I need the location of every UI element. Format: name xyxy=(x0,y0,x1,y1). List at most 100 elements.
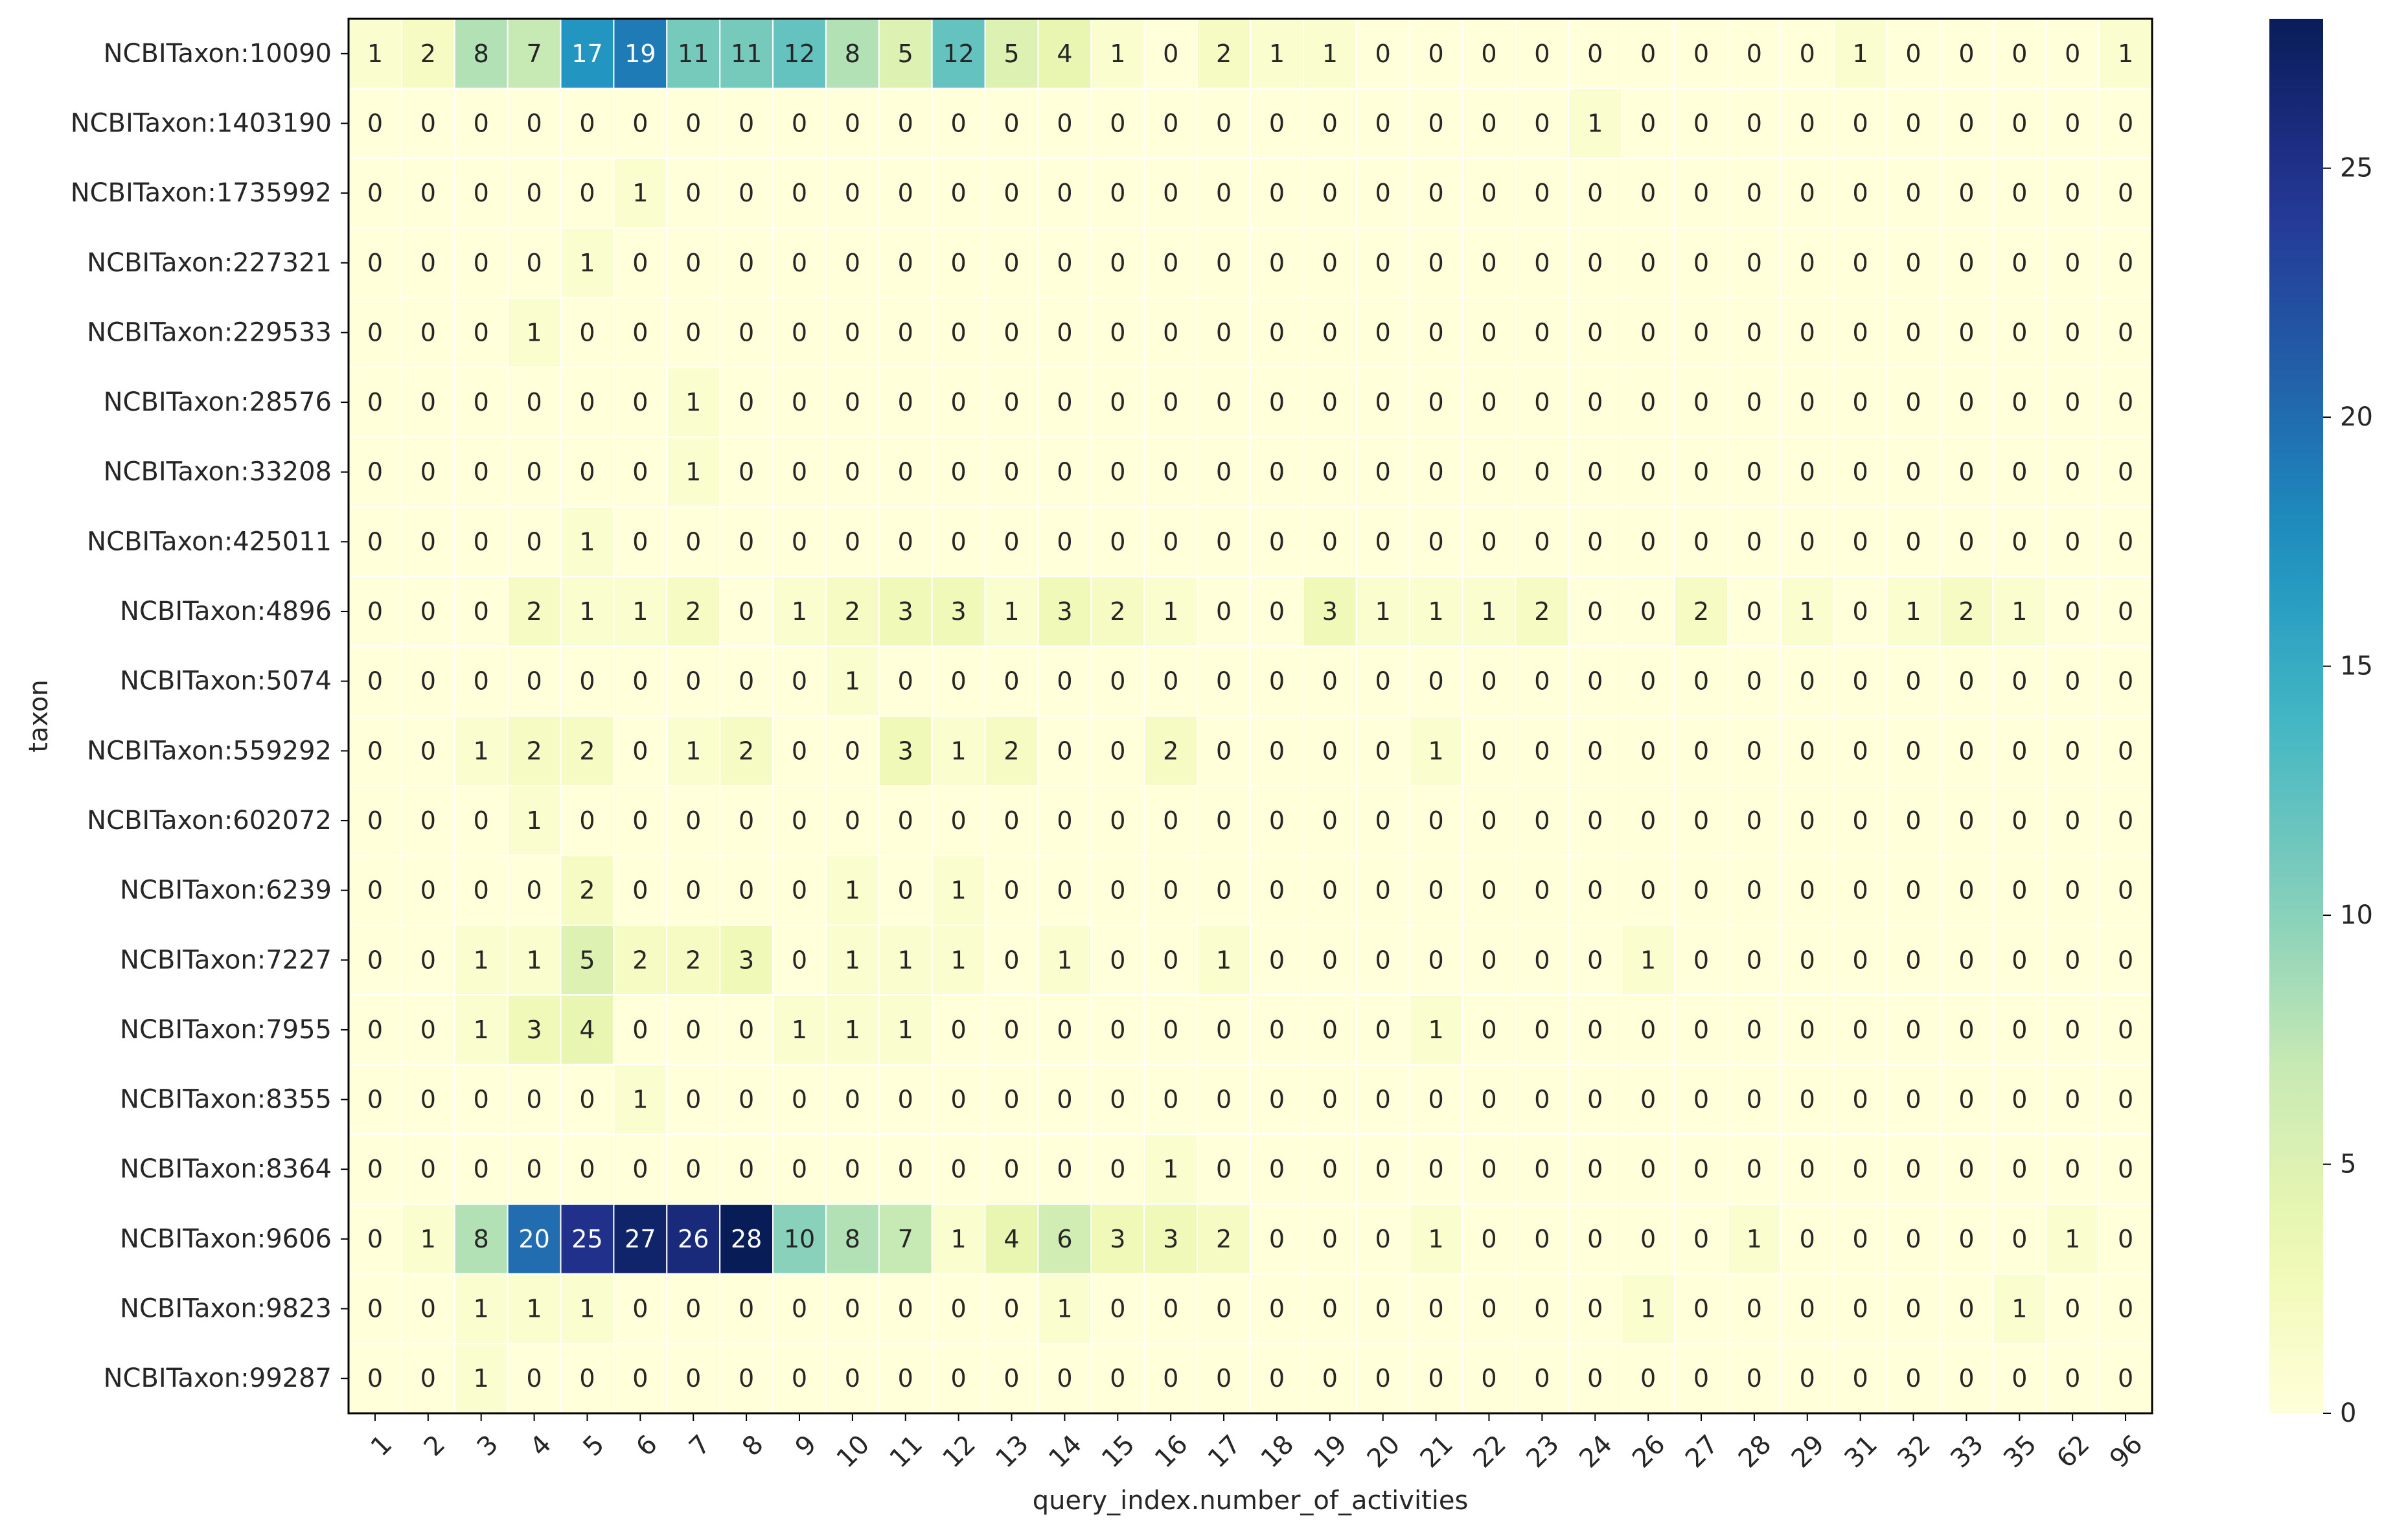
heatmap-cell xyxy=(507,1133,562,1205)
heatmap-cell xyxy=(1621,576,1676,647)
cell-value-label: 0 xyxy=(1800,946,1815,974)
cell-value-label: 2 xyxy=(739,736,754,765)
heatmap-cell xyxy=(1621,506,1676,578)
cell-value-label: 0 xyxy=(2065,1295,2080,1323)
cell-value-label: 0 xyxy=(1853,1086,1868,1114)
cell-value-label: 0 xyxy=(2012,109,2027,137)
heatmap-cell xyxy=(1621,227,1676,299)
cell-value-label: 0 xyxy=(1481,458,1496,486)
cell-value-label: 1 xyxy=(474,1295,489,1323)
cell-value-label: 0 xyxy=(367,249,383,277)
cell-value-label: 0 xyxy=(1905,109,1921,137)
cell-value-label: 0 xyxy=(1003,667,1019,696)
heatmap-cell xyxy=(1408,18,1463,89)
heatmap-cell xyxy=(931,87,986,159)
heatmap-cell xyxy=(1992,1203,2047,1275)
cell-value-label: 0 xyxy=(2118,597,2133,626)
heatmap-cell xyxy=(1302,297,1357,369)
cell-value-label: 0 xyxy=(420,1155,436,1183)
cell-value-label: 0 xyxy=(1853,1155,1868,1183)
heatmap-cell xyxy=(772,854,827,926)
heatmap-cell xyxy=(1939,506,1994,578)
y-tick-label: NCBITaxon:33208 xyxy=(104,457,332,487)
cell-value-label: 0 xyxy=(1747,1016,1762,1044)
cell-value-label: 0 xyxy=(1481,806,1496,835)
cell-value-label: 5 xyxy=(898,40,913,68)
y-tick-label: NCBITaxon:425011 xyxy=(87,527,332,556)
heatmap-cell xyxy=(1568,994,1623,1065)
cell-value-label: 0 xyxy=(1800,806,1815,835)
heatmap-cell xyxy=(984,1064,1039,1135)
heatmap-cell xyxy=(719,227,774,299)
cell-value-label: 3 xyxy=(739,946,754,974)
cell-value-label: 1 xyxy=(951,736,967,765)
heatmap-cell xyxy=(2045,1273,2100,1345)
cell-value-label: 0 xyxy=(1428,806,1443,835)
cell-value-label: 0 xyxy=(1481,179,1496,207)
cell-value-label: 0 xyxy=(1110,1016,1125,1044)
cell-value-label: 0 xyxy=(1800,876,1815,905)
heatmap-cell xyxy=(1462,87,1517,159)
cell-value-label: 19 xyxy=(625,40,656,68)
cell-value-label: 1 xyxy=(845,876,860,905)
x-tick-label: 35 xyxy=(1998,1429,2043,1474)
cell-value-label: 0 xyxy=(1853,1364,1868,1393)
cell-value-label: 0 xyxy=(526,1364,542,1393)
cell-value-label: 0 xyxy=(526,109,542,137)
cell-value-label: 0 xyxy=(1163,388,1178,416)
x-axis-label: query_index.number_of_activities xyxy=(1033,1486,1469,1516)
cell-value-label: 1 xyxy=(1375,597,1391,626)
heatmap-cell xyxy=(1726,576,1782,647)
x-tick-labels: 1 2 3 4 5 6 7 8 9 10 11 12 13 14 15 16 17 18 19 20 21 22 23 24 2… xyxy=(365,1413,2148,1474)
heatmap-cell xyxy=(931,1343,986,1415)
cell-value-label: 0 xyxy=(792,318,807,347)
cell-value-label: 2 xyxy=(685,597,701,626)
heatmap-cell xyxy=(1515,157,1570,229)
cell-value-label: 0 xyxy=(1003,318,1019,347)
cell-value-label: 0 xyxy=(1905,1295,1921,1323)
cell-value-label: 0 xyxy=(1958,1225,1974,1253)
y-axis-label: taxon xyxy=(24,679,54,752)
cell-value-label: 0 xyxy=(420,388,436,416)
cell-value-label: 0 xyxy=(898,876,913,905)
cell-value-label: 0 xyxy=(2012,249,2027,277)
cell-value-label: 0 xyxy=(1534,1364,1550,1393)
cell-value-label: 0 xyxy=(845,1086,860,1114)
heatmap-cell xyxy=(1780,1343,1835,1415)
cell-value-label: 3 xyxy=(898,736,913,765)
cell-value-label: 0 xyxy=(845,458,860,486)
heatmap-cell xyxy=(1939,994,1994,1065)
heatmap-cell xyxy=(984,854,1039,926)
cell-value-label: 0 xyxy=(1003,527,1019,556)
cell-value-label: 0 xyxy=(1905,458,1921,486)
cell-value-label: 0 xyxy=(898,388,913,416)
cell-value-label: 0 xyxy=(1640,806,1656,835)
heatmap-cell xyxy=(1408,1203,1463,1275)
cell-value-label: 0 xyxy=(2012,806,2027,835)
heatmap-cell xyxy=(1355,18,1410,89)
cell-value-label: 0 xyxy=(1163,109,1178,137)
heatmap-cell xyxy=(1355,854,1410,926)
heatmap-cell xyxy=(1515,18,1570,89)
colorbar-tick-label: 15 xyxy=(2340,652,2373,681)
heatmap-cell xyxy=(1621,1064,1676,1135)
cell-value-label: 0 xyxy=(792,179,807,207)
cell-value-label: 0 xyxy=(1640,597,1656,626)
heatmap-cell xyxy=(772,645,827,717)
cell-value-label: 2 xyxy=(526,736,542,765)
cell-value-label: 0 xyxy=(951,1016,967,1044)
cell-value-label: 0 xyxy=(1587,388,1603,416)
cell-value-label: 0 xyxy=(1640,109,1656,137)
cell-value-label: 8 xyxy=(474,40,489,68)
cell-value-label: 0 xyxy=(579,806,595,835)
cell-value-label: 4 xyxy=(1003,1225,1019,1253)
cell-value-label: 0 xyxy=(898,667,913,696)
cell-value-label: 0 xyxy=(1640,1016,1656,1044)
heatmap-cell xyxy=(1143,1133,1198,1205)
heatmap-cell xyxy=(878,367,933,438)
heatmap-cell xyxy=(507,715,562,787)
heatmap-cell xyxy=(1408,506,1463,578)
heatmap-cell xyxy=(1515,994,1570,1065)
cell-value-label: 0 xyxy=(420,318,436,347)
heatmap-cell xyxy=(1568,297,1623,369)
